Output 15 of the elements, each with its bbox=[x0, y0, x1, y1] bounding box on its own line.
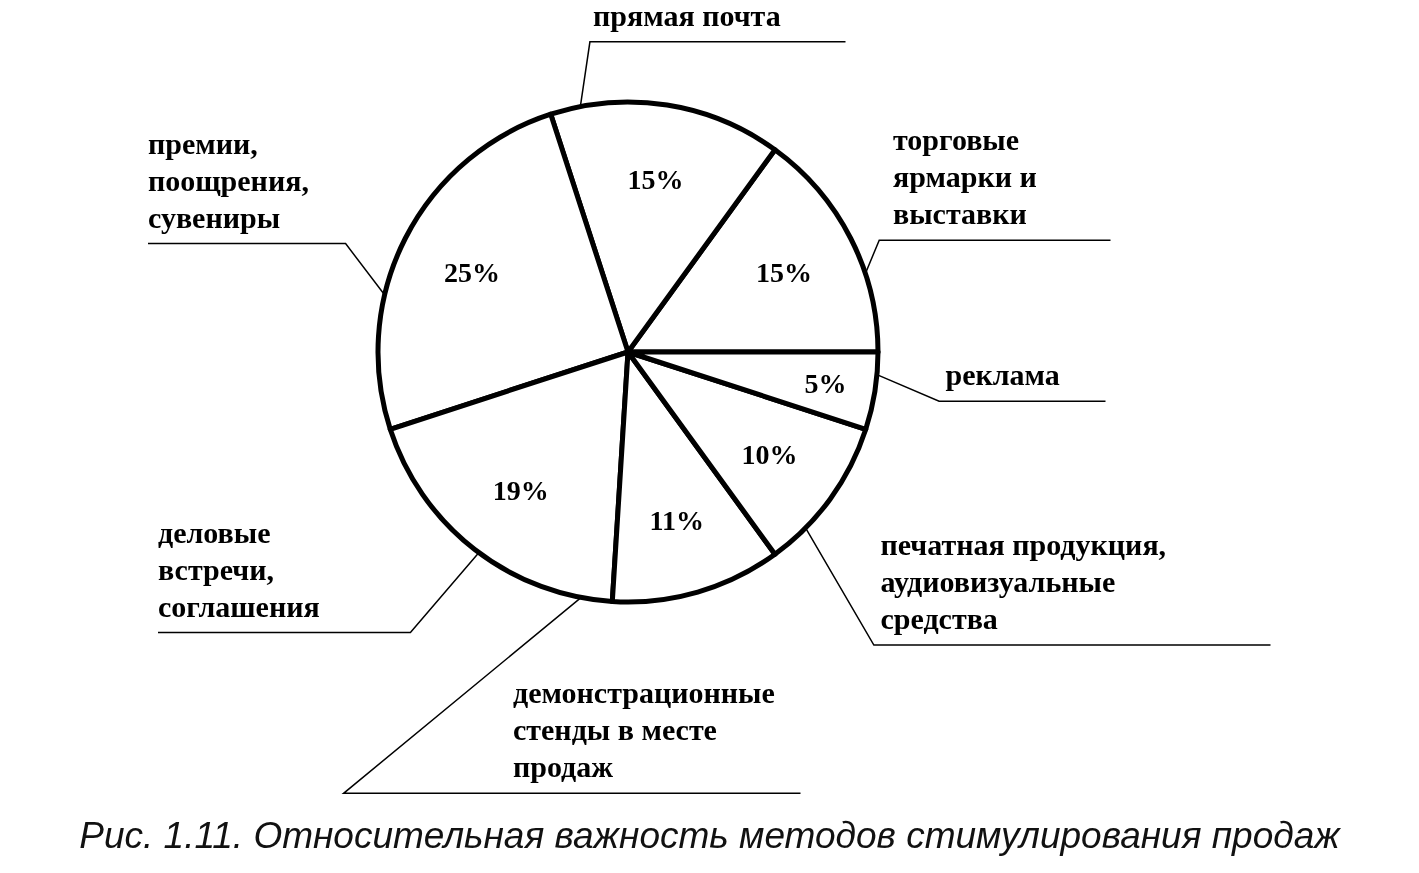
data-label: 15% bbox=[627, 163, 684, 195]
data-label: 5% bbox=[804, 367, 847, 399]
slice-label: печатная продукция, аудиовизуальные средства bbox=[880, 528, 1167, 636]
slice-label: премии, поощрения, сувениры bbox=[148, 126, 309, 234]
data-label: 11% bbox=[649, 504, 705, 536]
data-label: 25% bbox=[444, 257, 501, 289]
data-label: 10% bbox=[741, 439, 798, 471]
slice-label: реклама bbox=[945, 358, 1060, 392]
slice-label: прямая почта bbox=[593, 0, 781, 32]
data-label: 19% bbox=[492, 474, 549, 506]
data-label: 15% bbox=[755, 257, 812, 289]
slice-label: деловые встречи, соглашения bbox=[158, 515, 320, 623]
slice-label: демонстрационные стенды в месте продаж bbox=[513, 676, 775, 784]
text: Рис. 1.11. Относительная важность методов стимулирования продаж bbox=[79, 815, 1342, 856]
slice-label: торговые ярмарки и выставки bbox=[893, 123, 1037, 231]
